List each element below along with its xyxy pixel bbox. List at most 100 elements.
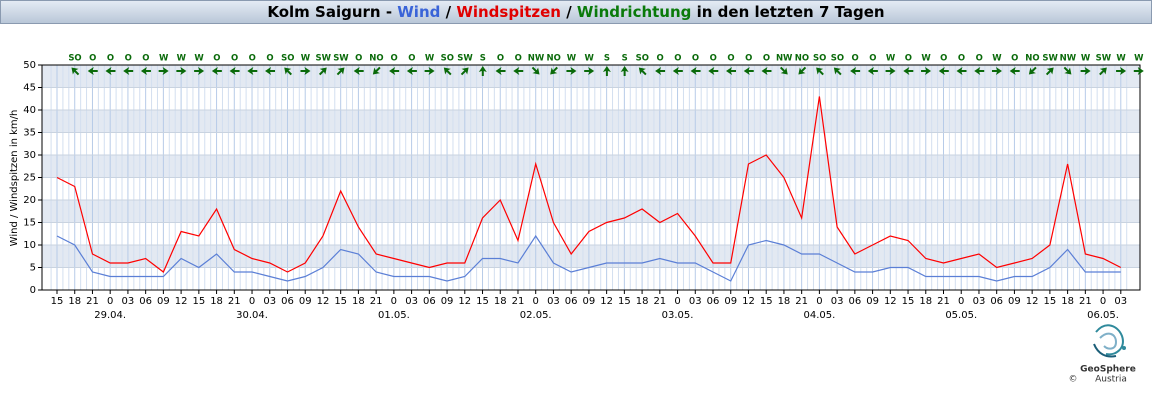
- wind-direction-label: W: [1134, 54, 1144, 64]
- wind-direction-arrow: [1080, 67, 1091, 75]
- wind-direction-label: NO: [547, 54, 561, 64]
- y-tick-label: 35: [23, 128, 36, 139]
- wind-direction-arrow: [867, 67, 878, 75]
- wind-direction-label: W: [1081, 54, 1091, 64]
- y-tick-label: 20: [23, 195, 36, 206]
- wind-direction-label: W: [584, 54, 594, 64]
- x-tick-label: 12: [742, 296, 755, 307]
- wind-direction-label: O: [266, 54, 273, 64]
- wind-direction-arrow: [495, 67, 506, 75]
- wind-direction-label: O: [107, 54, 114, 64]
- wind-direction-arrow: [247, 67, 258, 75]
- wind-direction-arrow: [478, 66, 487, 76]
- x-tick-label: 06: [281, 296, 294, 307]
- grid-band: [42, 200, 1140, 223]
- wind-direction-label: W: [194, 54, 204, 64]
- title-part: /: [560, 3, 577, 21]
- wind-direction-label: O: [940, 54, 947, 64]
- wind-direction-label: SO: [636, 54, 649, 64]
- wind-direction-label: O: [976, 54, 983, 64]
- wind-direction-label: NO: [795, 54, 809, 64]
- wind-direction-arrow: [460, 67, 469, 76]
- wind-direction-label: O: [745, 54, 752, 64]
- x-tick-label: 03: [263, 296, 276, 307]
- x-tick-label: 03: [973, 296, 986, 307]
- wind-direction-arrow: [229, 67, 240, 75]
- wind-direction-arrow: [1045, 67, 1054, 76]
- x-tick-label: 06: [707, 296, 720, 307]
- wind-direction-label: NW: [1060, 54, 1077, 64]
- x-tick-label: 09: [583, 296, 596, 307]
- wind-direction-arrow: [761, 67, 772, 75]
- wind-direction-label: O: [710, 54, 717, 64]
- wind-direction-arrow: [389, 67, 400, 75]
- wind-direction-arrow: [726, 67, 737, 75]
- x-tick-label: 0: [533, 296, 539, 307]
- wind-direction-label: W: [301, 54, 311, 64]
- wind-direction-arrow: [798, 66, 807, 75]
- x-tick-label: 03: [689, 296, 702, 307]
- wind-direction-arrow: [176, 67, 187, 75]
- wind-direction-arrow: [336, 67, 345, 76]
- wind-direction-arrow: [903, 67, 914, 75]
- x-tick-label: 12: [600, 296, 613, 307]
- wind-direction-label: NW: [776, 54, 793, 64]
- x-tick-label: 06: [139, 296, 152, 307]
- x-tick-label: 09: [1008, 296, 1021, 307]
- logo: [1093, 324, 1126, 358]
- date-label: 29.04.: [94, 310, 126, 321]
- x-tick-label: 15: [618, 296, 631, 307]
- wind-direction-label: O: [852, 54, 859, 64]
- wind-direction-arrow: [956, 67, 967, 75]
- wind-direction-label: O: [674, 54, 681, 64]
- wind-direction-label: SO: [68, 54, 81, 64]
- x-tick-label: 12: [458, 296, 471, 307]
- wind-direction-arrow: [991, 67, 1002, 75]
- wind-direction-label: O: [391, 54, 398, 64]
- grid-band: [42, 65, 1140, 88]
- x-tick-label: 03: [1114, 296, 1127, 307]
- date-label: 05.05.: [945, 310, 977, 321]
- x-tick-label: 03: [405, 296, 418, 307]
- wind-direction-arrow: [87, 67, 98, 75]
- wind-direction-arrow: [531, 66, 540, 75]
- y-tick-label: 50: [23, 60, 36, 71]
- wind-direction-label: S: [604, 54, 610, 64]
- x-tick-label: 18: [919, 296, 932, 307]
- x-tick-label: 06: [565, 296, 578, 307]
- logo-text: GeoSphere: [1080, 365, 1136, 375]
- x-tick-label: 18: [778, 296, 791, 307]
- wind-direction-label: O: [213, 54, 220, 64]
- y-tick-label: 25: [23, 173, 36, 184]
- series-line: [56, 234, 1121, 282]
- wind-direction-label: O: [249, 54, 256, 64]
- y-tick-label: 5: [30, 263, 36, 274]
- grid-band: [42, 110, 1140, 133]
- x-tick-label: 18: [68, 296, 81, 307]
- wind-direction-arrow: [71, 67, 80, 76]
- wind-direction-label: O: [692, 54, 699, 64]
- wind-direction-label: O: [89, 54, 96, 64]
- x-tick-label: 21: [86, 296, 99, 307]
- wind-direction-arrow: [584, 67, 595, 75]
- wind-direction-arrow: [265, 67, 276, 75]
- plot-border: [41, 64, 1141, 291]
- x-tick-label: 18: [210, 296, 223, 307]
- wind-direction-arrow: [690, 67, 701, 75]
- grid-band: [42, 245, 1140, 268]
- x-tick-label: 15: [192, 296, 205, 307]
- series-line: [56, 96, 1122, 273]
- x-tick-label: 0: [816, 296, 822, 307]
- date-label: 01.05.: [378, 310, 410, 321]
- x-tick-label: 03: [122, 296, 135, 307]
- x-tick-label: 15: [476, 296, 489, 307]
- wind-direction-arrow: [372, 66, 381, 75]
- wind-direction-arrow: [566, 67, 577, 75]
- wind-direction-label: O: [408, 54, 415, 64]
- wind-direction-arrow: [1009, 67, 1020, 75]
- wind-direction-label: W: [425, 54, 435, 64]
- wind-direction-arrow: [638, 67, 647, 76]
- y-tick-label: 45: [23, 83, 36, 94]
- x-tick-label: 06: [423, 296, 436, 307]
